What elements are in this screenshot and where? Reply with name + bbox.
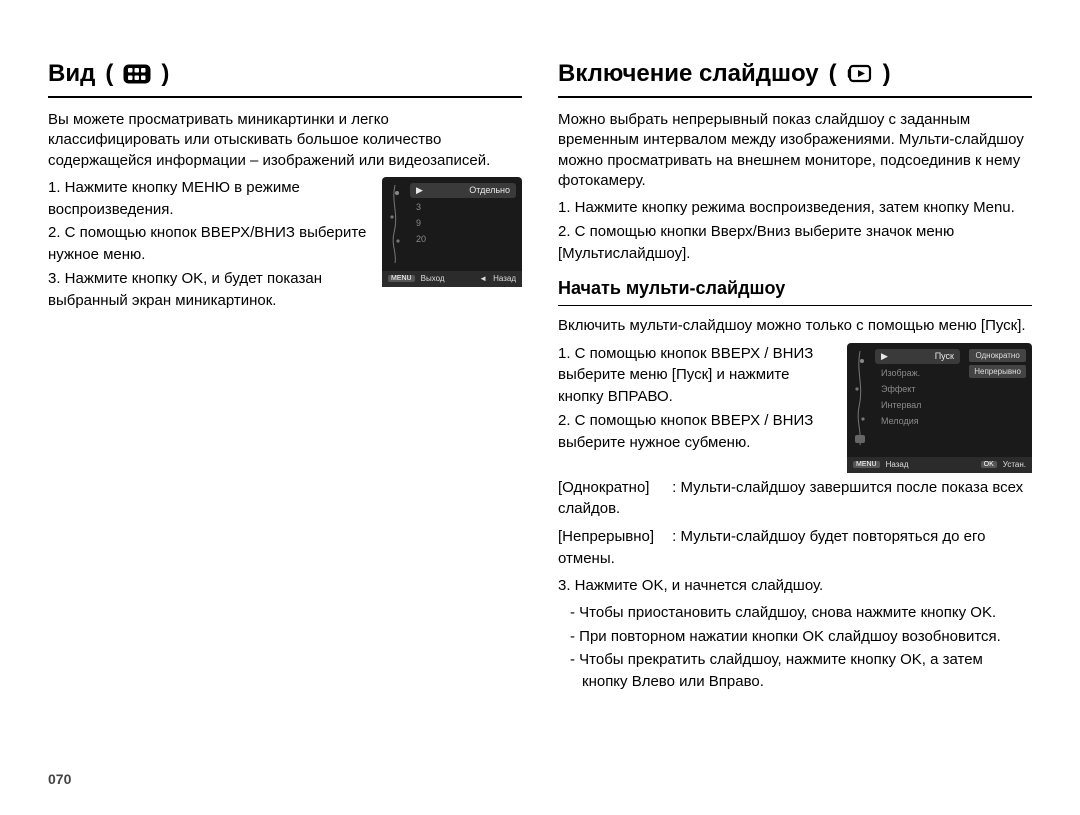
lcd-footer-label: Назад xyxy=(493,274,516,283)
section-title-view: Вид ( ) xyxy=(48,60,522,98)
steps-with-figure-2: 1. С помощью кнопок ВВЕРХ / ВНИЗ выберит… xyxy=(558,343,1032,473)
section-title-slideshow: Включение слайдшоу ( ) xyxy=(558,60,1032,98)
lcd-menu-item: Изображ. xyxy=(875,366,960,380)
option-sep: : xyxy=(672,479,676,496)
lcd-option-button: Непрерывно xyxy=(969,365,1026,378)
lcd-menu-item: ▶Пуск xyxy=(875,349,960,364)
lcd-menu-right-list: Однократно Непрерывно xyxy=(969,349,1026,378)
lcd-figure-right: ▶Пуск Изображ. Эффект Интервал Мелодия О… xyxy=(847,343,1032,473)
steps-list-2: 1. С помощью кнопок ВВЕРХ / ВНИЗ выберит… xyxy=(558,343,837,454)
step-item: 1. Нажмите кнопку режима воспроизведения… xyxy=(558,197,1032,219)
vine-decoration-icon xyxy=(853,349,867,451)
title-text: Включение слайдшоу xyxy=(558,60,819,88)
page-number: 070 xyxy=(48,771,71,787)
option-line: [Однократно] : Мульти-слайдшоу завершитс… xyxy=(558,477,1032,521)
lcd-menu-item: 3 xyxy=(410,200,516,214)
lcd-screen: ▶Отдельно 3 9 20 MENU Выход ◄ Назад xyxy=(382,177,522,287)
lcd-key-label: OK xyxy=(981,461,997,468)
lcd-menu-list: ▶Отдельно 3 9 20 xyxy=(410,183,516,248)
columns: Вид ( ) Вы можете просматривать миникарт… xyxy=(48,60,1032,695)
sub-title: Начать мульти-слайдшоу xyxy=(558,278,1032,306)
lcd-footer-label: Устан. xyxy=(1003,460,1026,469)
lcd-menu-left-list: ▶Пуск Изображ. Эффект Интервал Мелодия xyxy=(875,349,960,430)
lcd-key-label: MENU xyxy=(388,275,415,282)
lcd-menu-item: ▶Отдельно xyxy=(410,183,516,198)
pre-steps-list: 1. Нажмите кнопку режима воспроизведения… xyxy=(558,197,1032,264)
dash-item: - При повторном нажатии кнопки OK слайдш… xyxy=(558,626,1032,648)
lcd-menu-item: Интервал xyxy=(875,398,960,412)
option-sep: : xyxy=(672,528,676,545)
paren-open: ( xyxy=(105,60,113,88)
lcd-menu-item: Мелодия xyxy=(875,414,960,428)
steps-with-figure: 1. Нажмите кнопку МЕНЮ в режиме воспроиз… xyxy=(48,177,522,314)
steps-text-2: 1. С помощью кнопок ВВЕРХ / ВНИЗ выберит… xyxy=(558,343,837,456)
paren-close: ) xyxy=(883,60,891,88)
dash-item: - Чтобы приостановить слайдшоу, снова на… xyxy=(558,602,1032,624)
title-text: Вид xyxy=(48,60,95,88)
lcd-figure-left: ▶Отдельно 3 9 20 MENU Выход ◄ Назад xyxy=(382,177,522,287)
step-item: 2. С помощью кнопок ВВЕРХ / ВНИЗ выберит… xyxy=(558,410,837,454)
option-label: [Однократно] xyxy=(558,477,668,499)
step-item: 1. Нажмите кнопку МЕНЮ в режиме воспроиз… xyxy=(48,177,372,221)
lcd-footer-label: Назад xyxy=(886,460,909,469)
dash-item: - Чтобы прекратить слайдшоу, нажмите кно… xyxy=(558,649,1032,693)
manual-page: Вид ( ) Вы можете просматривать миникарт… xyxy=(0,0,1080,815)
intro-text: Вы можете просматривать миникартинки и л… xyxy=(48,110,522,171)
grid-icon xyxy=(123,64,151,84)
vine-decoration-icon xyxy=(388,183,402,265)
paren-open: ( xyxy=(829,60,837,88)
option-label: [Непрерывно] xyxy=(558,526,668,548)
steps-text: 1. Нажмите кнопку МЕНЮ в режиме воспроиз… xyxy=(48,177,372,314)
intro-text: Можно выбрать непрерывный показ слайдшоу… xyxy=(558,110,1032,191)
lcd-screen: ▶Пуск Изображ. Эффект Интервал Мелодия О… xyxy=(847,343,1032,473)
step-item: 1. С помощью кнопок ВВЕРХ / ВНИЗ выберит… xyxy=(558,343,837,408)
sub-intro: Включить мульти-слайдшоу можно только с … xyxy=(558,316,1032,336)
option-line: [Непрерывно] : Мульти-слайдшоу будет пов… xyxy=(558,526,1032,570)
lcd-menu-item: 9 xyxy=(410,216,516,230)
lcd-key-label: MENU xyxy=(853,461,880,468)
paren-close: ) xyxy=(161,60,169,88)
steps-list: 1. Нажмите кнопку МЕНЮ в режиме воспроиз… xyxy=(48,177,372,312)
step-item: 2. С помощью кнопок ВВЕРХ/ВНИЗ выберите … xyxy=(48,222,372,266)
lcd-menu-item: 20 xyxy=(410,232,516,246)
step-item: 3. Нажмите OK, и начнется слайдшоу. xyxy=(558,576,1032,596)
slideshow-icon xyxy=(847,64,873,84)
step-item: 3. Нажмите кнопку OK, и будет показан вы… xyxy=(48,268,372,312)
right-column: Включение слайдшоу ( ) Можно выбрать неп… xyxy=(558,60,1032,695)
lcd-footer: MENU Назад OK Устан. xyxy=(847,457,1032,473)
lcd-footer: MENU Выход ◄ Назад xyxy=(382,271,522,287)
lcd-footer-label: Выход xyxy=(421,274,445,283)
lcd-option-button: Однократно xyxy=(969,349,1026,362)
lcd-arrow-icon: ◄ xyxy=(479,274,487,283)
step-item: 2. С помощью кнопки Вверх/Вниз выберите … xyxy=(558,221,1032,265)
lcd-menu-item: Эффект xyxy=(875,382,960,396)
left-column: Вид ( ) Вы можете просматривать миникарт… xyxy=(48,60,522,695)
